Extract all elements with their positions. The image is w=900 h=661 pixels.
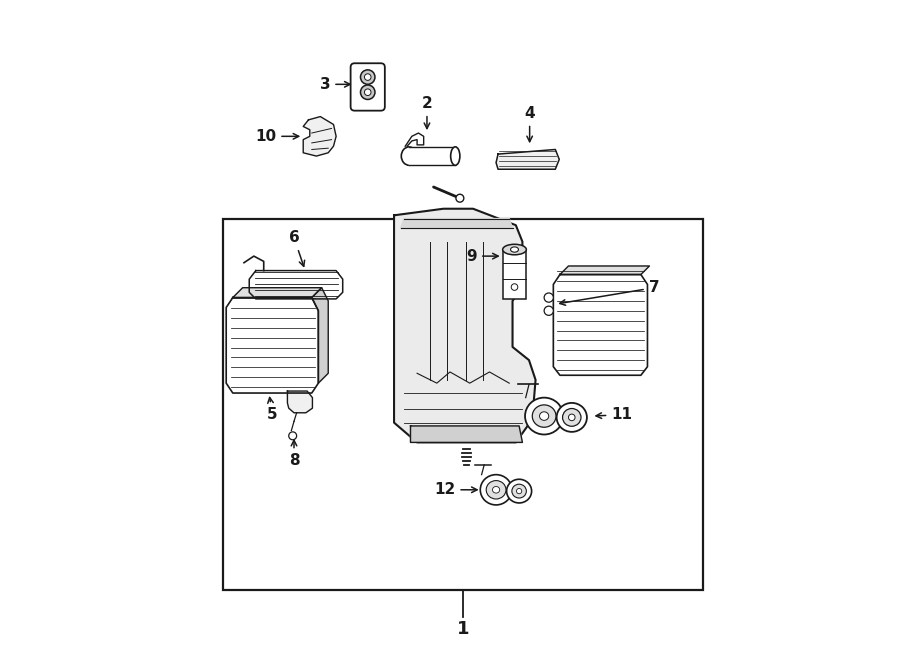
Polygon shape — [394, 209, 536, 442]
Polygon shape — [496, 149, 559, 169]
Text: 6: 6 — [289, 230, 304, 266]
Polygon shape — [303, 116, 336, 156]
Polygon shape — [233, 288, 321, 297]
Text: 9: 9 — [466, 249, 499, 264]
Polygon shape — [226, 297, 319, 393]
Ellipse shape — [556, 403, 587, 432]
Text: 11: 11 — [596, 407, 633, 422]
Ellipse shape — [507, 479, 532, 503]
Ellipse shape — [451, 147, 460, 165]
Text: 2: 2 — [421, 96, 432, 128]
Ellipse shape — [544, 306, 554, 315]
Ellipse shape — [512, 485, 526, 498]
Polygon shape — [249, 270, 343, 299]
Text: 10: 10 — [255, 129, 299, 144]
Ellipse shape — [532, 405, 556, 427]
Text: 3: 3 — [320, 77, 350, 92]
Polygon shape — [311, 288, 328, 383]
FancyBboxPatch shape — [351, 63, 385, 110]
Text: 8: 8 — [289, 440, 300, 469]
Ellipse shape — [361, 85, 375, 99]
Polygon shape — [560, 266, 650, 274]
Text: 5: 5 — [267, 397, 277, 422]
Polygon shape — [554, 274, 647, 375]
Text: 7: 7 — [560, 280, 660, 305]
Polygon shape — [410, 147, 455, 165]
Ellipse shape — [517, 488, 522, 494]
Ellipse shape — [511, 284, 517, 290]
Ellipse shape — [486, 481, 506, 499]
Polygon shape — [410, 426, 522, 442]
Ellipse shape — [456, 194, 464, 202]
Ellipse shape — [364, 89, 371, 96]
Ellipse shape — [562, 408, 581, 426]
Ellipse shape — [481, 475, 512, 505]
Bar — [503, 250, 526, 299]
Ellipse shape — [364, 74, 371, 81]
Ellipse shape — [539, 412, 549, 420]
Text: 4: 4 — [525, 106, 535, 141]
Ellipse shape — [401, 147, 417, 165]
Ellipse shape — [510, 247, 518, 253]
Ellipse shape — [361, 70, 375, 85]
Bar — [223, 219, 704, 590]
Ellipse shape — [525, 398, 563, 434]
Ellipse shape — [503, 245, 526, 254]
Ellipse shape — [289, 432, 297, 440]
Ellipse shape — [544, 293, 554, 302]
Text: 1: 1 — [457, 619, 470, 638]
Text: 12: 12 — [434, 483, 477, 497]
Polygon shape — [287, 391, 312, 412]
Ellipse shape — [569, 414, 575, 420]
Polygon shape — [400, 219, 512, 229]
Ellipse shape — [492, 486, 500, 493]
